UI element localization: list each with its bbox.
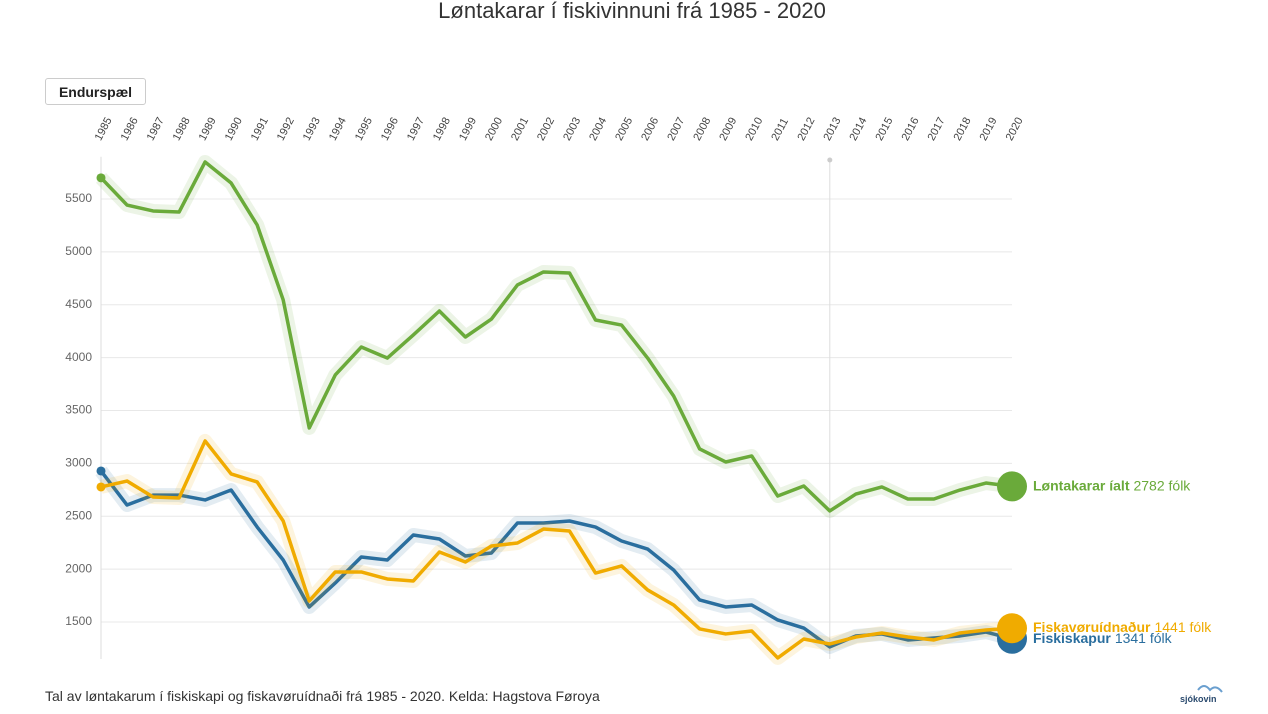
start-dot bbox=[96, 482, 106, 492]
x-tick-label: 1996 bbox=[379, 116, 401, 143]
x-tick-label: 2018 bbox=[952, 116, 974, 143]
x-tick-label: 2005 bbox=[613, 116, 635, 143]
x-tick-label: 2004 bbox=[587, 116, 609, 143]
x-tick-label: 2013 bbox=[821, 116, 843, 143]
x-tick-label: 2017 bbox=[926, 116, 948, 143]
legend-entry: Fiskiskapur bbox=[1033, 630, 1111, 646]
x-tick-label: 1999 bbox=[457, 116, 479, 143]
y-tick-label: 3500 bbox=[65, 403, 92, 417]
line bbox=[99, 160, 1013, 513]
x-tick-label: 1994 bbox=[327, 116, 349, 143]
x-tick-label: 1995 bbox=[353, 116, 375, 143]
x-tick-label: 2012 bbox=[795, 116, 817, 143]
end-dot bbox=[997, 471, 1027, 502]
value-label: 1341 fólk bbox=[1115, 630, 1173, 646]
x-tick-label: 2014 bbox=[847, 116, 869, 143]
value-label: 1441 fólk bbox=[1154, 619, 1212, 635]
y-tick-label: 2500 bbox=[65, 508, 92, 522]
x-tick-label: 1989 bbox=[197, 116, 219, 143]
x-tick-label: 2003 bbox=[561, 116, 583, 143]
y-tick-label: 5500 bbox=[65, 191, 92, 205]
caption: Tal av løntakarum í fiskiskapi og fiskav… bbox=[45, 688, 600, 704]
x-tick-label: 1986 bbox=[119, 116, 141, 143]
x-tick-label: 1987 bbox=[145, 116, 167, 143]
end-label: Løntakarar íalt 2782 fólk bbox=[1033, 477, 1191, 493]
x-tick-label: 1998 bbox=[431, 116, 453, 143]
x-tick-label: 2000 bbox=[483, 116, 505, 143]
x-tick-label: 2011 bbox=[769, 116, 791, 143]
start-dot bbox=[96, 466, 106, 476]
x-tick-label: 2020 bbox=[1004, 116, 1026, 143]
x-tick-label: 2009 bbox=[717, 116, 739, 143]
x-tick-label: 2016 bbox=[900, 116, 922, 143]
x-tick-label: 2015 bbox=[873, 116, 895, 143]
y-tick-label: 3000 bbox=[65, 456, 92, 470]
x-tick-label: 2019 bbox=[978, 116, 1000, 143]
x-tick-label: 2001 bbox=[509, 116, 531, 143]
x-tick-label: 2007 bbox=[665, 116, 687, 143]
reference-dot bbox=[827, 157, 833, 163]
x-tick-label: 1990 bbox=[223, 116, 245, 143]
legend-entry: Løntakarar íalt bbox=[1033, 477, 1130, 493]
x-tick-label: 2010 bbox=[743, 116, 765, 143]
y-tick-label: 2000 bbox=[65, 561, 92, 575]
line bbox=[100, 439, 1013, 660]
x-tick-label: 1991 bbox=[249, 116, 271, 143]
chart-title: Løntakarar í fiskivinnuni frá 1985 - 202… bbox=[438, 0, 826, 23]
start-dot bbox=[96, 173, 106, 183]
end-label: Fiskavøruídnaður 1441 fólk bbox=[1033, 619, 1212, 635]
x-tick-label: 2008 bbox=[691, 116, 713, 143]
x-tick-label: 1988 bbox=[171, 116, 193, 143]
line-halo bbox=[99, 433, 1013, 665]
legend-entry: Fiskavøruídnaður bbox=[1033, 619, 1151, 635]
line bbox=[99, 469, 1013, 649]
logo: sjókovin bbox=[1180, 694, 1217, 704]
x-tick-label: 1993 bbox=[301, 116, 323, 143]
x-tick-label: 1985 bbox=[93, 116, 115, 143]
x-tick-label: 1992 bbox=[275, 116, 297, 143]
value-label: 2782 fólk bbox=[1133, 477, 1191, 493]
y-tick-label: 5000 bbox=[65, 244, 92, 258]
y-tick-label: 4500 bbox=[65, 297, 92, 311]
x-tick-label: 2006 bbox=[639, 116, 661, 143]
replay-button[interactable]: Endurspæl bbox=[45, 78, 146, 105]
x-tick-label: 2002 bbox=[535, 116, 557, 143]
end-dot bbox=[997, 613, 1027, 644]
x-tick-label: 1997 bbox=[405, 116, 427, 143]
y-tick-label: 1500 bbox=[65, 614, 92, 628]
line-halo bbox=[95, 154, 1013, 518]
y-tick-label: 4000 bbox=[65, 350, 92, 364]
end-label: Fiskiskapur 1341 fólk bbox=[1033, 630, 1173, 646]
logo-icon bbox=[1197, 685, 1223, 693]
